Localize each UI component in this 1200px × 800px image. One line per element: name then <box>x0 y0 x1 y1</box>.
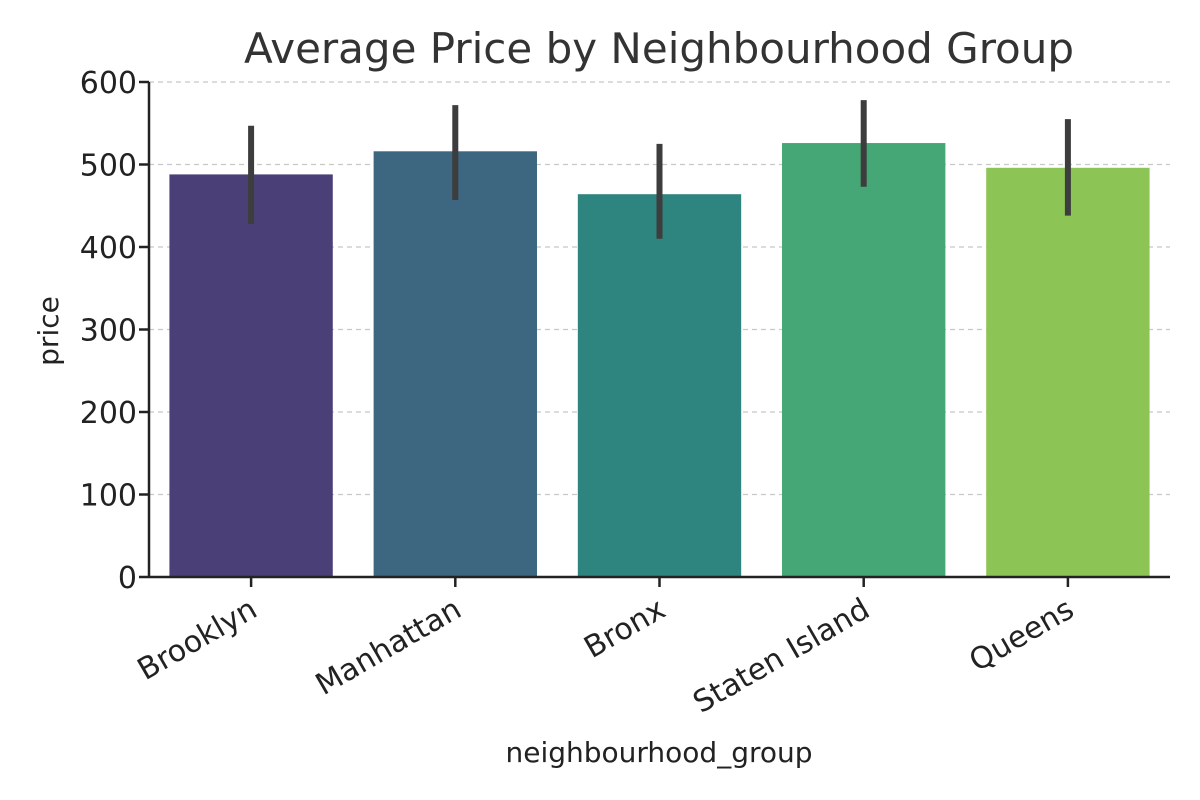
bar <box>782 143 946 578</box>
y-axis-label: price <box>32 296 65 366</box>
error-bars <box>248 100 1071 239</box>
x-tick-label: Bronx <box>578 592 671 666</box>
bar <box>169 174 333 577</box>
y-tick-label: 200 <box>80 396 137 431</box>
x-tick-label: Staten Island <box>687 592 875 721</box>
y-tick-label: 500 <box>80 149 137 184</box>
y-tick-label: 100 <box>80 479 137 514</box>
x-tick-label: Queens <box>964 592 1080 679</box>
x-tick-label: Manhattan <box>310 592 467 703</box>
bar <box>577 194 742 577</box>
bar <box>373 151 537 578</box>
y-tick-label: 400 <box>80 231 137 266</box>
x-tick-label: Brooklyn <box>132 592 263 688</box>
chart-title: Average Price by Neighbourhood Group <box>244 24 1074 73</box>
y-tick-label: 0 <box>118 561 137 596</box>
x-ticks: Brooklyn Manhattan Bronx Staten Island Queen… <box>132 577 1080 721</box>
y-tick-label: 300 <box>80 314 137 349</box>
y-ticks: 0 100 200 300 400 500 600 <box>80 66 149 596</box>
y-tick-label: 600 <box>80 66 137 101</box>
bar <box>986 167 1150 578</box>
bars <box>169 143 1150 578</box>
x-axis-label: neighbourhood_group <box>505 736 812 769</box>
